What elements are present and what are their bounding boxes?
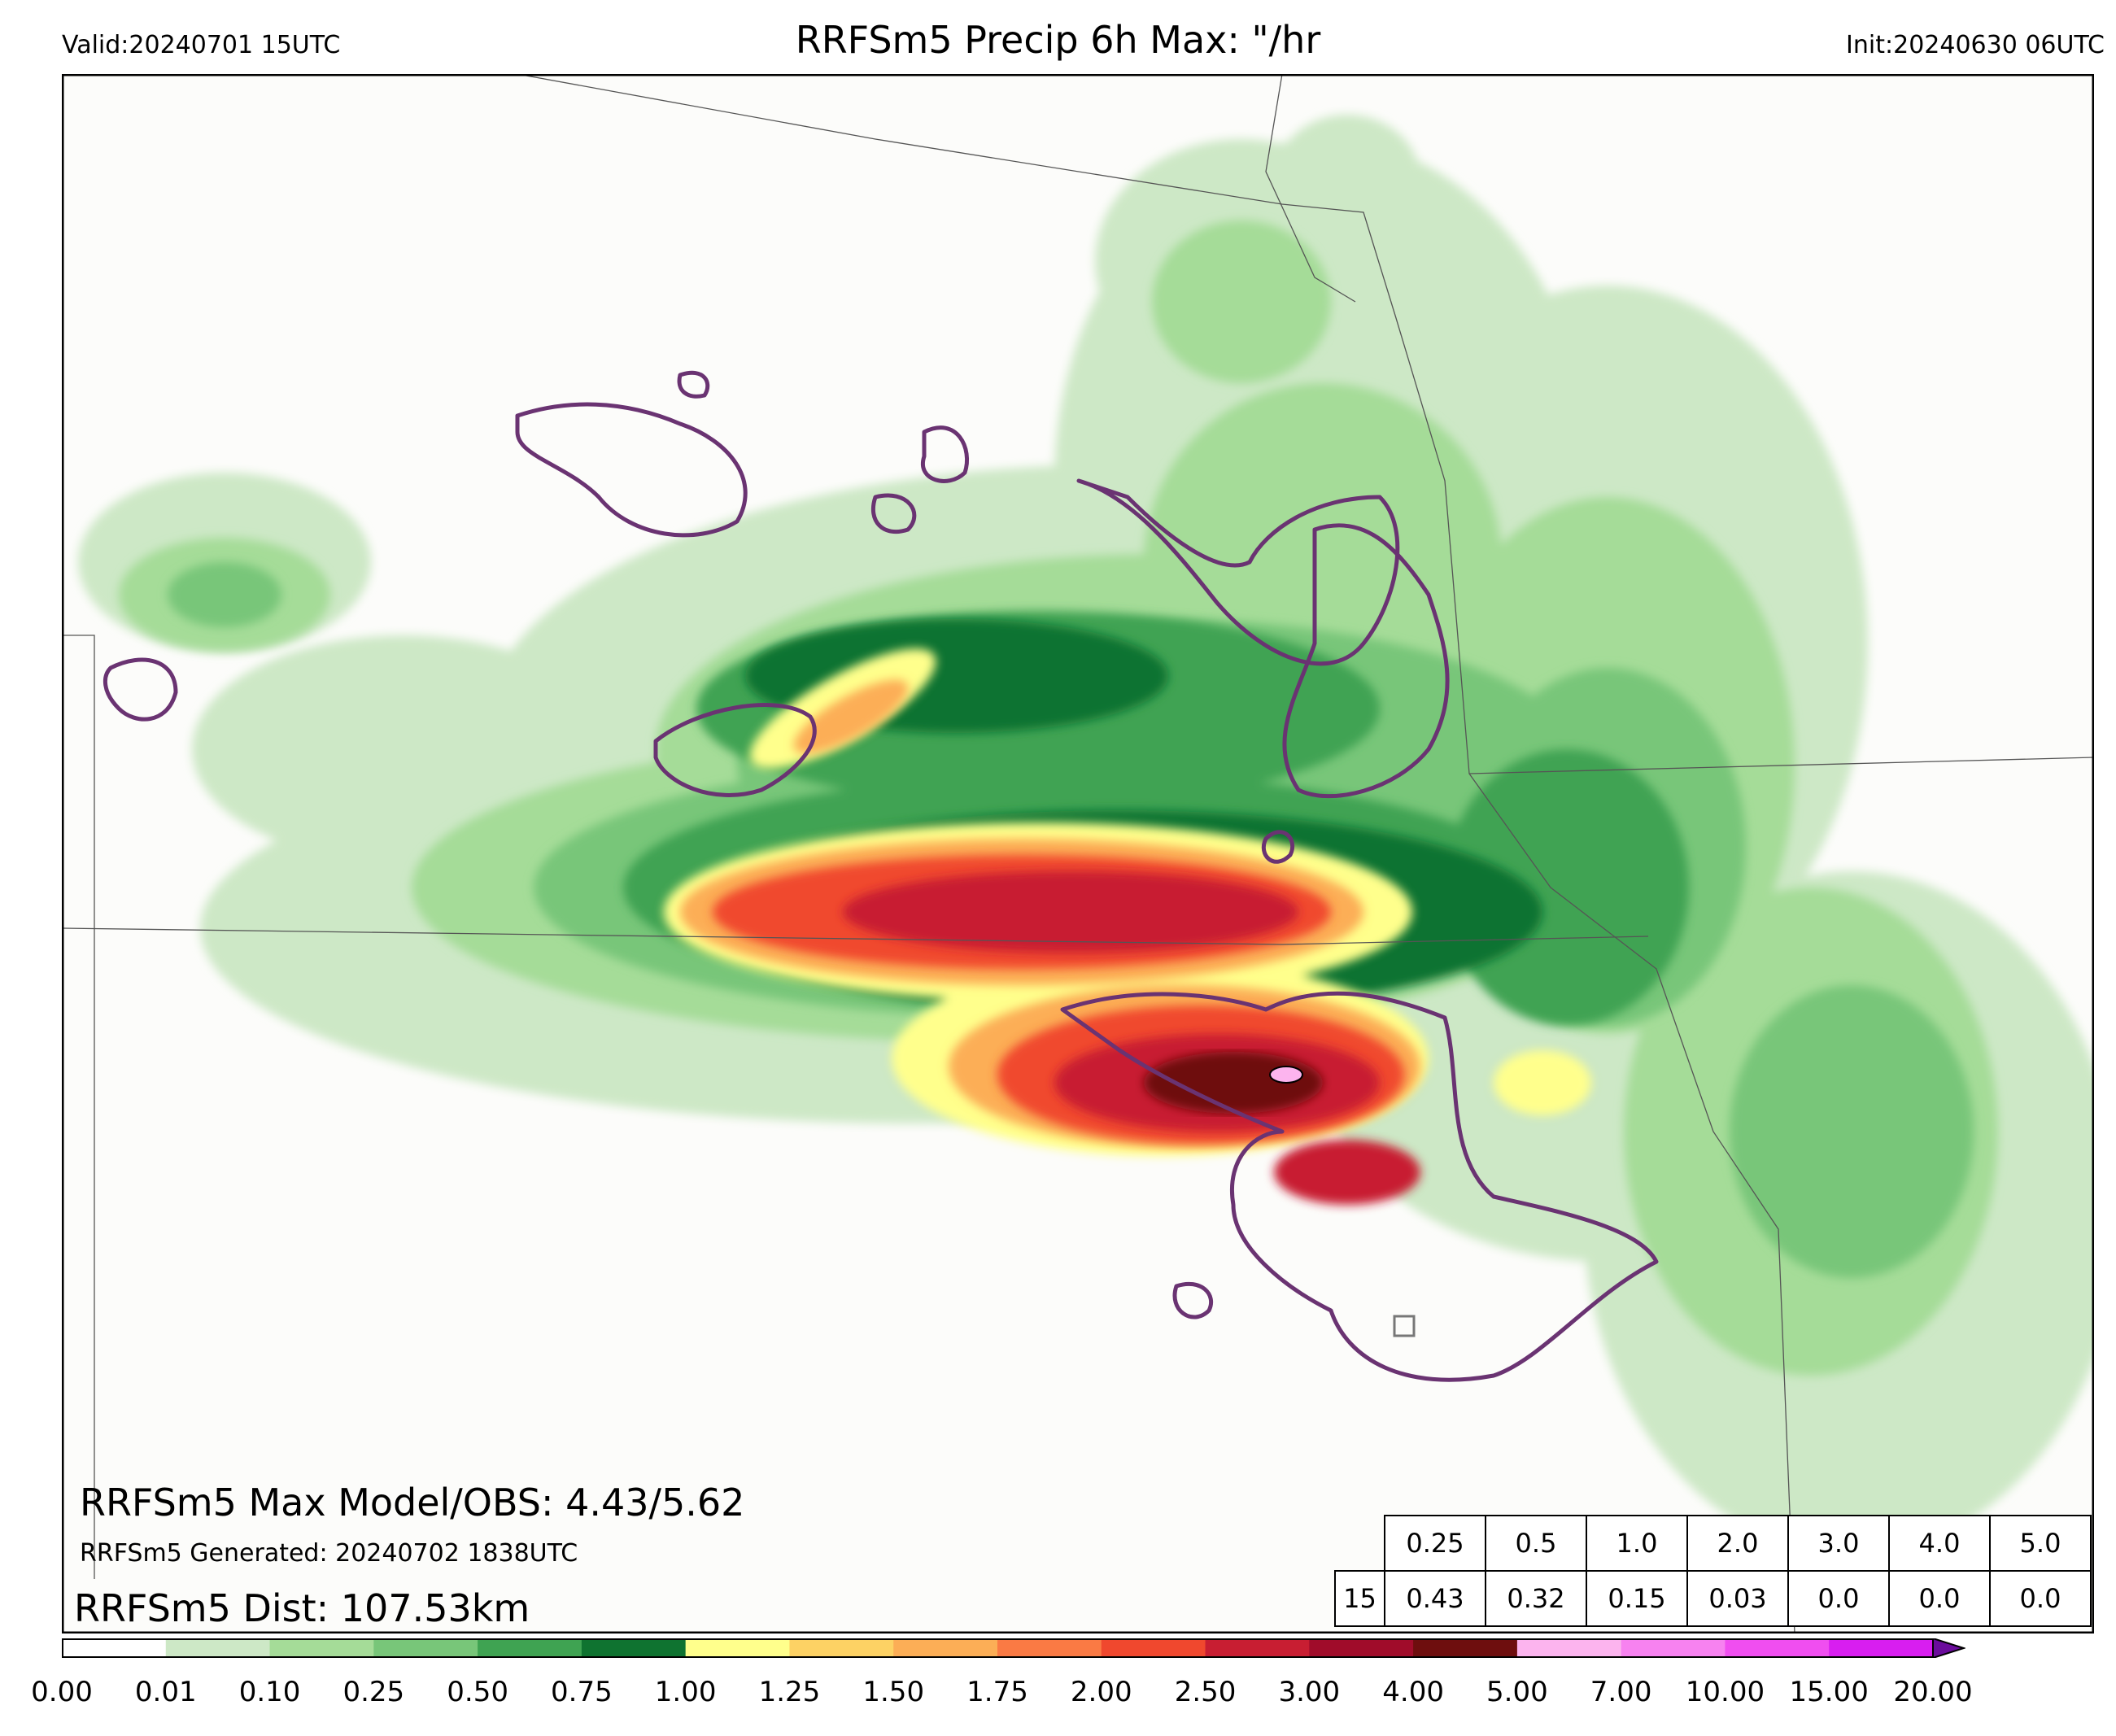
threshold-cell: 2.0 [1686, 1515, 1789, 1572]
threshold-header-row: 0.25 0.5 1.0 2.0 3.0 4.0 5.0 [1335, 1515, 2092, 1572]
obs-contours [103, 370, 1659, 1382]
colorbar-tick-label: 0.00 [31, 1676, 93, 1708]
colorbar-tick-label: 0.25 [342, 1676, 405, 1708]
colorbar-frame [62, 1638, 1934, 1658]
colorbar [62, 1638, 1965, 1658]
threshold-cell: 0.5 [1485, 1515, 1587, 1572]
colorbar-segment [1101, 1638, 1206, 1658]
colorbar-segment [1725, 1638, 1830, 1658]
colorbar-segment [62, 1638, 167, 1658]
colorbar-tick-label: 0.10 [238, 1676, 301, 1708]
colorbar-segment [1413, 1638, 1518, 1658]
colorbar-tick-label: 15.00 [1789, 1676, 1869, 1708]
colorbar-segment [685, 1638, 790, 1658]
colorbar-tick-label: 1.25 [758, 1676, 821, 1708]
colorbar-segment [581, 1638, 687, 1658]
threshold-cell: 0.25 [1384, 1515, 1486, 1572]
value-cell: 0.0 [1787, 1570, 1890, 1627]
colorbar-tick-label: 1.00 [654, 1676, 717, 1708]
valid-time-label: Valid:20240701 15UTC [62, 31, 341, 59]
init-time-label: Init:20240630 06UTC [1846, 31, 2105, 59]
colorbar-segment [1829, 1638, 1934, 1658]
colorbar-extend-arrow [1932, 1638, 1965, 1658]
threshold-cell: 3.0 [1787, 1515, 1890, 1572]
value-cell: 0.15 [1586, 1570, 1688, 1627]
colorbar-segment [1621, 1638, 1726, 1658]
colorbar-segment [789, 1638, 894, 1658]
colorbar-tick-label: 7.00 [1590, 1676, 1652, 1708]
threshold-value-row: 15 0.43 0.32 0.15 0.03 0.0 0.0 0.0 [1334, 1570, 2092, 1627]
value-cell: 0.0 [1989, 1570, 2092, 1627]
threshold-table: 0.25 0.5 1.0 2.0 3.0 4.0 5.0 15 0.43 0.3… [1334, 1515, 2092, 1627]
colorbar-segment [373, 1638, 478, 1658]
colorbar-tick-label: 4.00 [1382, 1676, 1444, 1708]
max-model-obs-label: RRFSm5 Max Model/OBS: 4.43/5.62 [80, 1481, 745, 1524]
value-cell: 0.43 [1384, 1570, 1486, 1627]
value-cell: 0.32 [1485, 1570, 1587, 1627]
row-label-cell: 15 [1334, 1570, 1385, 1627]
distance-label: RRFSm5 Dist: 107.53km [74, 1586, 530, 1630]
colorbar-tick-label: 1.75 [966, 1676, 1028, 1708]
colorbar-tick-label: 2.50 [1174, 1676, 1237, 1708]
threshold-cell: 5.0 [1989, 1515, 2092, 1572]
station-marker [1393, 1315, 1416, 1337]
colorbar-segment [1516, 1638, 1622, 1658]
threshold-cell: 1.0 [1586, 1515, 1688, 1572]
colorbar-segment [893, 1638, 998, 1658]
generated-label: RRFSm5 Generated: 20240702 1838UTC [80, 1539, 578, 1568]
map-frame [62, 74, 2094, 1633]
colorbar-tick-label: 0.50 [447, 1676, 508, 1708]
colorbar-tick-label: 2.00 [1070, 1676, 1132, 1708]
threshold-cell: 4.0 [1888, 1515, 1991, 1572]
value-cell: 0.0 [1888, 1570, 1991, 1627]
colorbar-segment [478, 1638, 582, 1658]
colorbar-tick-label: 5.00 [1486, 1676, 1548, 1708]
colorbar-tick-label: 0.01 [134, 1676, 197, 1708]
colorbar-tick-label: 3.00 [1278, 1676, 1341, 1708]
precip-map [62, 74, 2094, 1633]
colorbar-segment [997, 1638, 1102, 1658]
value-cell: 0.03 [1686, 1570, 1789, 1627]
chart-title: RRFSm5 Precip 6h Max: "/hr [795, 18, 1321, 62]
colorbar-segment [269, 1638, 374, 1658]
precip-max-pink [1269, 1066, 1303, 1084]
colorbar-segment [165, 1638, 271, 1658]
colorbar-segment [1205, 1638, 1310, 1658]
colorbar-labels: 0.00 0.01 0.10 0.25 0.50 0.75 1.00 1.25 1.50 1.75… [0, 1676, 2116, 1725]
colorbar-segment [1309, 1638, 1414, 1658]
state-borders [62, 74, 2094, 1633]
colorbar-tick-label: 0.75 [551, 1676, 613, 1708]
colorbar-tick-label: 20.00 [1893, 1676, 1973, 1708]
colorbar-tick-label: 10.00 [1685, 1676, 1765, 1708]
colorbar-tick-label: 1.50 [862, 1676, 925, 1708]
precip-maroon-shading [1144, 1052, 1323, 1114]
